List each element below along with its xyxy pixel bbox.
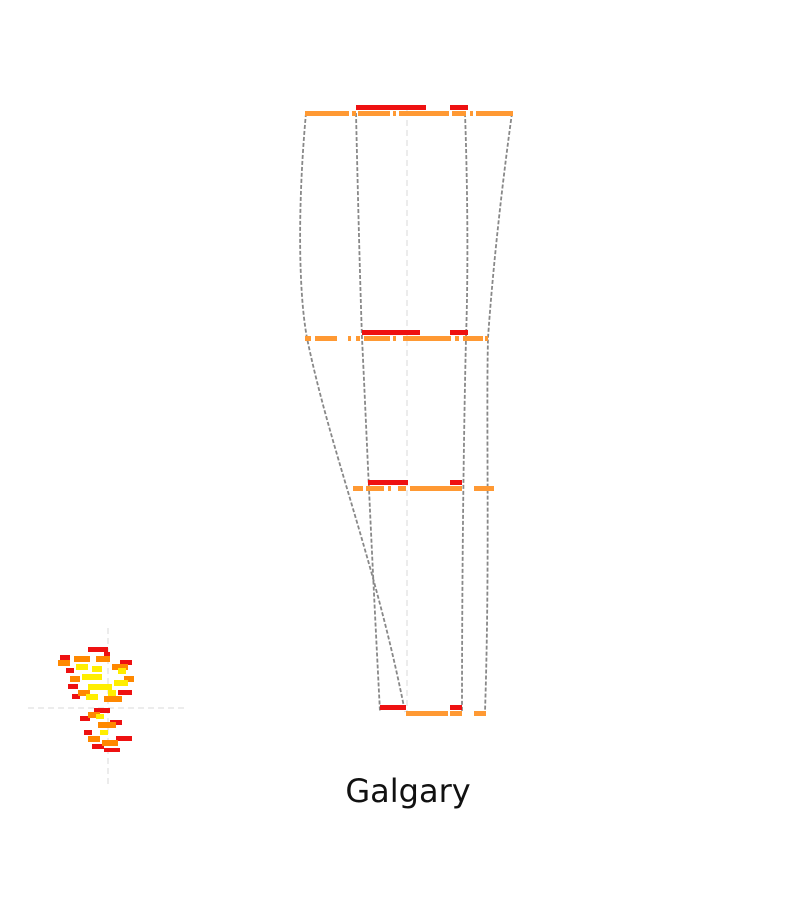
primary-bar-segment	[474, 486, 494, 491]
primary-bar-segment	[315, 336, 337, 341]
primary-bar-segment	[474, 711, 486, 716]
structure-outlines	[299, 112, 513, 713]
outline-left-outer	[299, 112, 406, 713]
primary-bar-segment	[305, 336, 311, 341]
bar-row-1	[305, 105, 513, 116]
outline-left-inner	[355, 112, 381, 713]
primary-bar-segment	[485, 336, 488, 341]
highlight-bar	[368, 480, 408, 485]
outline-right-inner	[461, 112, 469, 713]
primary-bar-segment	[388, 486, 391, 491]
highlight-bar	[450, 705, 462, 710]
highlight-bar	[450, 105, 468, 110]
primary-bar-segment	[470, 111, 473, 116]
outline-right-outer	[484, 112, 513, 713]
bar-row-4	[380, 705, 486, 716]
highlight-bar	[450, 480, 462, 485]
primary-bar-segment	[393, 336, 396, 341]
primary-bar-segment	[450, 711, 462, 716]
primary-bar-segment	[358, 111, 390, 116]
primary-bar-segment	[403, 336, 451, 341]
highlight-bar	[380, 705, 406, 710]
highlight-bar	[450, 330, 468, 335]
primary-bar-segment	[476, 111, 513, 116]
primary-bar-segment	[399, 111, 449, 116]
heat-blob	[28, 628, 188, 788]
primary-bar-segment	[393, 111, 396, 116]
primary-bar-segment	[452, 111, 466, 116]
bar-row-3	[353, 480, 494, 491]
diagram-title: Galgary	[345, 772, 471, 810]
primary-bar-segment	[463, 336, 483, 341]
primary-bar-segment	[348, 336, 351, 341]
primary-bar-segment	[455, 336, 459, 341]
highlight-bar	[356, 105, 426, 110]
primary-bar-segment	[398, 486, 406, 491]
primary-bar-segment	[410, 486, 462, 491]
primary-bar-segment	[364, 336, 390, 341]
primary-bar-segment	[356, 336, 360, 341]
primary-bar-segment	[352, 111, 356, 116]
primary-bar-segment	[305, 111, 349, 116]
primary-bar-segment	[406, 711, 448, 716]
highlight-bar	[362, 330, 420, 335]
bar-row-2	[305, 330, 488, 341]
primary-bar-segment	[366, 486, 384, 491]
primary-bar-segment	[353, 486, 363, 491]
